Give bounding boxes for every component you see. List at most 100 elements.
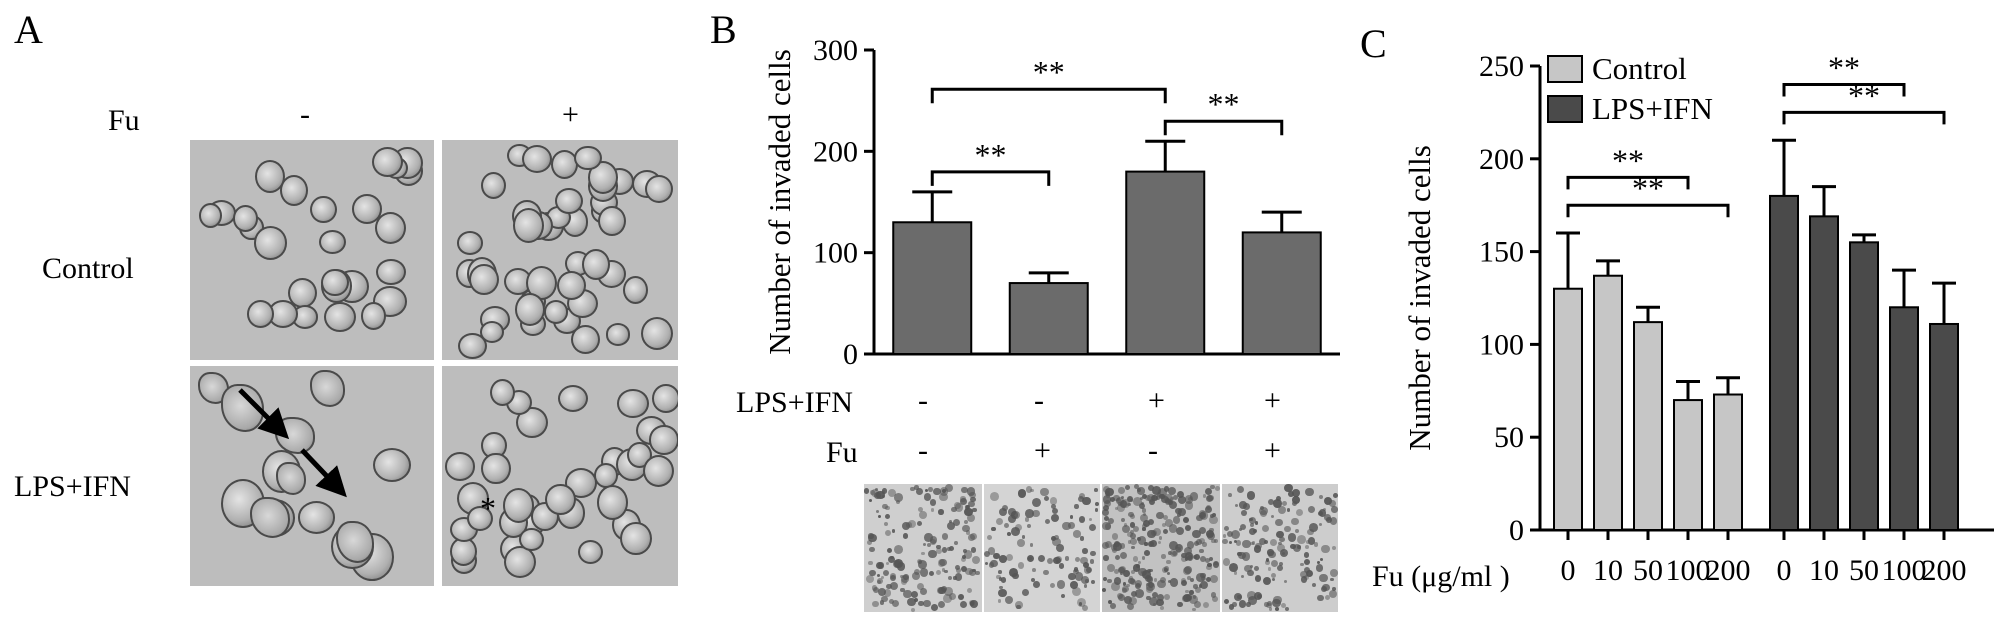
pore-dot [1199,580,1208,589]
pore-dot [1068,572,1076,581]
pore-dot [1292,496,1301,505]
pore-dot [871,585,878,591]
pore-dot [1210,484,1216,490]
pore-dot [1062,521,1071,530]
pore-dot [1082,496,1092,506]
pore-dot [1144,550,1150,556]
pore-dot [1031,577,1036,582]
pore-dot [1196,514,1203,521]
panel-b-fu-label: Fu [826,436,858,469]
pore-dot [927,487,933,492]
pore-dot [1123,570,1130,577]
panel-b-fu-sign-4: + [1264,434,1281,467]
pore-dot [1078,496,1085,503]
pore-dot [1085,579,1089,583]
pore-dot [875,562,883,570]
pore-dot [1151,530,1158,537]
pore-dot [1270,514,1275,519]
pore-dot [889,581,899,590]
panel-a-row-control: Control [42,252,134,285]
pore-dot [947,521,956,530]
pore-dot [968,534,975,541]
pore-dot [888,598,894,604]
pore-dot [1228,562,1238,572]
pore-dot [930,507,935,512]
pore-dot [1328,589,1338,598]
invasion-thumb-2 [984,484,1100,612]
pore-dot [1107,600,1112,605]
pore-dot [1113,541,1120,547]
pore-dot [1192,529,1201,539]
pore-dot [1107,578,1112,584]
pore-dot [961,524,970,533]
pore-dot [1287,533,1297,542]
pore-dot [960,601,968,608]
pore-dot [1253,528,1258,533]
cell-blob [489,378,516,407]
pore-dot [929,499,937,506]
pore-dot [881,494,885,498]
pore-dot [1053,556,1061,564]
cell-blob [555,187,583,214]
pore-dot [885,561,890,566]
pore-dot [883,589,892,597]
pore-dot [1043,569,1049,576]
pore-dot [944,569,949,574]
chart-b-bar [1008,282,1089,356]
pore-dot [948,575,953,581]
pore-dot [1049,496,1058,505]
pore-dot [1295,509,1303,517]
pore-dot [1318,511,1324,517]
pore-dot [1222,534,1227,538]
pore-dot [1249,528,1257,536]
pore-dot [953,518,961,526]
pore-dot [984,551,991,558]
pore-dot [1249,522,1255,528]
pore-dot [1291,517,1299,526]
cell-blob [617,389,649,418]
pore-dot [1158,536,1163,540]
micrograph-asterisk: * [480,490,496,526]
chart-c-x-tick-label: 100 [1666,554,1711,587]
pore-dot [1006,532,1011,537]
cell-blob [336,520,374,564]
pore-dot [1316,561,1320,565]
pore-dot [1273,499,1282,509]
cell-blob [250,496,290,538]
cell-blob [481,452,511,485]
pore-dot [1205,506,1213,514]
pore-dot [1135,589,1144,599]
chart-c-x-tick-label: 10 [1593,554,1623,587]
pore-dot [964,519,969,524]
pore-dot [1074,504,1079,509]
micrograph-lps-plus: * [442,366,678,586]
chart-c-bar-control [1673,399,1703,531]
pore-dot [1031,497,1041,507]
pore-dot [984,561,988,566]
pore-dot [998,585,1003,590]
pore-dot [1148,597,1158,607]
pore-dot [1258,538,1266,546]
pore-dot [924,488,929,493]
pore-dot [1189,594,1198,604]
pore-dot [893,493,903,502]
cell-blob [581,249,610,280]
chart-c-x-tick-label: 50 [1849,554,1879,587]
pore-dot [1247,590,1257,600]
pore-dot [1138,502,1146,509]
pore-dot [1278,506,1287,514]
pore-dot [1168,523,1178,533]
pore-dot [971,556,980,565]
pore-dot [1141,556,1145,560]
pore-dot [1145,574,1153,582]
pore-dot [1309,523,1318,532]
cell-blob [605,323,631,346]
pore-dot [1188,589,1194,595]
pore-dot [1026,555,1034,563]
panel-a-fu-label: Fu [108,104,140,137]
pore-dot [1130,537,1138,545]
pore-dot [1114,554,1121,561]
pore-dot [1267,550,1276,559]
pore-dot [1128,597,1137,605]
cell-blob [558,385,589,413]
